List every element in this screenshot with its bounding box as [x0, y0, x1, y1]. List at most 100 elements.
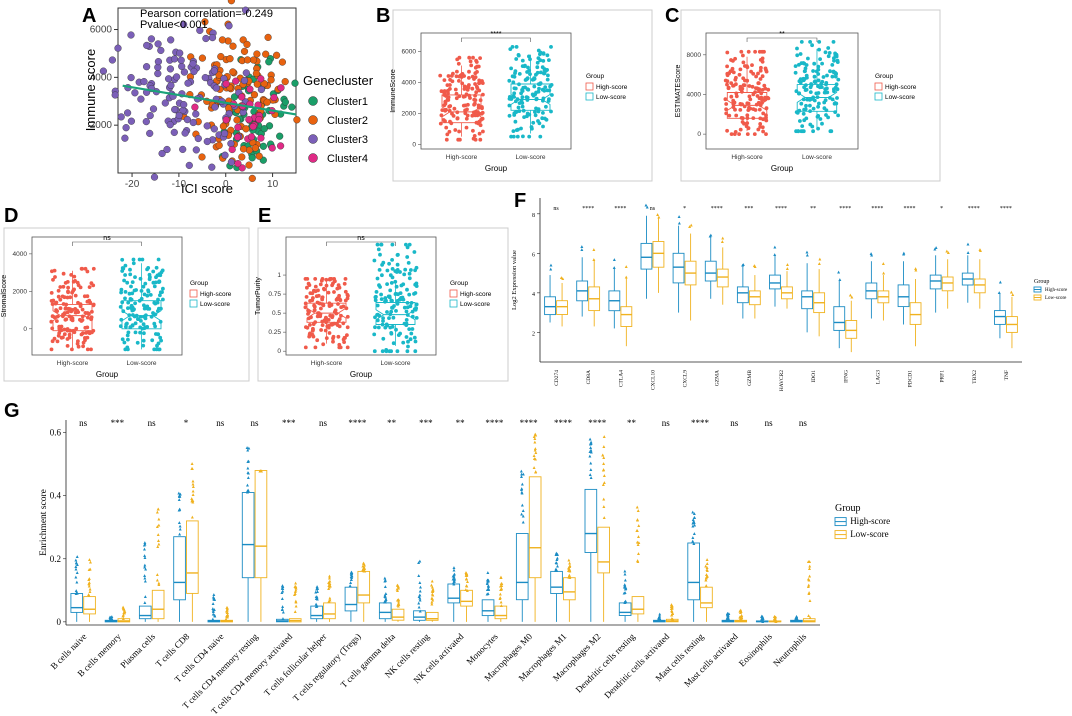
- panel-g-outlier: ▲: [669, 607, 674, 612]
- panel-a-point-cluster3: [180, 20, 188, 29]
- panel-g-outlier: ▲: [602, 481, 607, 486]
- panel-g-outlier: ▲: [86, 578, 91, 583]
- panel-g-significance: ****: [520, 418, 539, 428]
- panel-g-outlier: ▲: [499, 582, 504, 587]
- panel-label-f: F: [514, 190, 526, 212]
- panel-c-point: [725, 50, 730, 55]
- panel-g-outlier: ▲: [281, 611, 286, 616]
- panel-g-outlier: ▲: [589, 442, 594, 447]
- panel-g-outlier: ▲: [773, 617, 778, 622]
- panel-g-outlier: ▲: [178, 528, 183, 533]
- panel-g-outlier: ▲: [349, 571, 354, 576]
- panel-g-outlier: ▲: [74, 562, 79, 567]
- panel-g-outlier: ▲: [486, 578, 491, 583]
- panel-c-point: [729, 132, 734, 137]
- panel-a-point-cluster4: [191, 103, 199, 111]
- panel-g-outlier: ▲: [452, 576, 457, 581]
- panel-g-outlier: ▲: [430, 593, 435, 598]
- panel-g-outlier: ▲: [485, 582, 490, 587]
- panel-e-point: [308, 299, 312, 303]
- panel-a-point-cluster3: [176, 49, 184, 57]
- panel-e-point: [381, 336, 386, 341]
- panel-e-point: [328, 277, 332, 281]
- panel-g-outlier: ▲: [806, 584, 811, 589]
- panel-g-outlier: ▲: [486, 588, 491, 593]
- panel-b-point: [511, 129, 516, 134]
- panel-d-point: [123, 290, 128, 294]
- panel-c-point: [761, 129, 765, 134]
- panel-g-outlier: ▲: [142, 574, 147, 579]
- panel-d-point: [156, 332, 160, 337]
- panel-f-box-high: [801, 290, 814, 310]
- panel-a-point-cluster2: [233, 116, 241, 124]
- panel-g-outlier: ▲: [794, 618, 799, 623]
- panel-d-point: [91, 302, 96, 307]
- panel-g-outlier: ▲: [191, 490, 196, 495]
- panel-g-outlier: ▲: [622, 591, 627, 596]
- panel-b-point: [546, 73, 550, 78]
- panel-b-point: [467, 76, 471, 80]
- panel-e-point: [319, 306, 323, 311]
- panel-d-point: [154, 275, 158, 280]
- panel-a-point-cluster4: [249, 122, 257, 131]
- panel-d-point: [70, 347, 74, 352]
- panel-g-outlier: ▲: [705, 562, 710, 567]
- panel-a-point-cluster3: [127, 117, 135, 125]
- panel-d-point: [58, 306, 63, 311]
- panel-g-outlier: ▲: [533, 471, 538, 476]
- panel-f-significance: ****: [839, 206, 851, 212]
- panel-g-outlier: ▲: [485, 579, 490, 584]
- panel-d-point: [89, 315, 94, 320]
- panel-d-point: [133, 330, 138, 335]
- panel-f-y-tick-label: 6: [532, 252, 535, 258]
- panel-d-point: [159, 338, 164, 343]
- panel-a-point-cluster3: [146, 111, 154, 120]
- panel-b-point: [542, 71, 547, 76]
- panel-g-significance: ns: [250, 418, 259, 428]
- panel-c-point: [746, 101, 751, 106]
- panel-g-x-tick-label: T cells follicular helper: [262, 631, 329, 698]
- panel-a-point-cluster3: [131, 89, 139, 97]
- panel-g-outlier: ▲: [382, 580, 387, 585]
- panel-b-point: [507, 103, 512, 108]
- panel-d-point: [50, 326, 55, 331]
- panel-a-legend-label-cluster4: Cluster4: [327, 153, 368, 165]
- panel-g-outlier: ▲: [498, 597, 503, 602]
- panel-b-point: [466, 85, 471, 90]
- panel-e-point: [402, 305, 407, 310]
- panel-a-legend-label-cluster3: Cluster3: [327, 134, 368, 146]
- panel-b-point: [477, 81, 482, 85]
- panel-f-box-low: [845, 320, 858, 339]
- panel-e-box-low: [375, 302, 416, 325]
- panel-a-point-cluster4: [233, 133, 242, 141]
- panel-g-box-high: [584, 488, 598, 553]
- panel-c-point: [731, 83, 735, 88]
- panel-g-outlier: ▲: [738, 609, 743, 614]
- panel-f-outlier: ▲: [805, 251, 810, 256]
- panel-g-outlier: ▲: [362, 570, 367, 575]
- panel-c-point: [808, 40, 812, 44]
- panel-e-point: [372, 332, 377, 337]
- panel-c-point: [833, 74, 838, 79]
- panel-g-outlier: ▲: [589, 476, 594, 481]
- panel-b-point: [464, 116, 469, 121]
- panel-d-point: [140, 257, 145, 262]
- panel-g-outlier: ▲: [293, 585, 298, 590]
- panel-g-outlier: ▲: [87, 581, 92, 586]
- panel-g-box-high: [481, 599, 495, 617]
- panel-d-point: [146, 289, 151, 294]
- panel-g-outlier: ▲: [327, 575, 332, 580]
- panel-g-outlier: ▲: [692, 516, 697, 521]
- panel-g-outlier: ▲: [622, 600, 627, 605]
- panel-g-outlier: ▲: [156, 542, 161, 547]
- panel-c-point: [805, 75, 809, 80]
- panel-g-outlier: ▲: [259, 470, 264, 475]
- panel-g-outlier: ▲: [121, 608, 126, 613]
- panel-e-point: [316, 288, 320, 293]
- panel-d-point: [49, 347, 54, 352]
- panel-g-outlier: ▲: [657, 617, 662, 622]
- panel-g-outlier: ▲: [212, 597, 217, 602]
- panel-g-outlier: ▲: [485, 579, 490, 584]
- panel-g-outlier: ▲: [122, 610, 127, 615]
- panel-a-point-cluster3: [154, 57, 163, 66]
